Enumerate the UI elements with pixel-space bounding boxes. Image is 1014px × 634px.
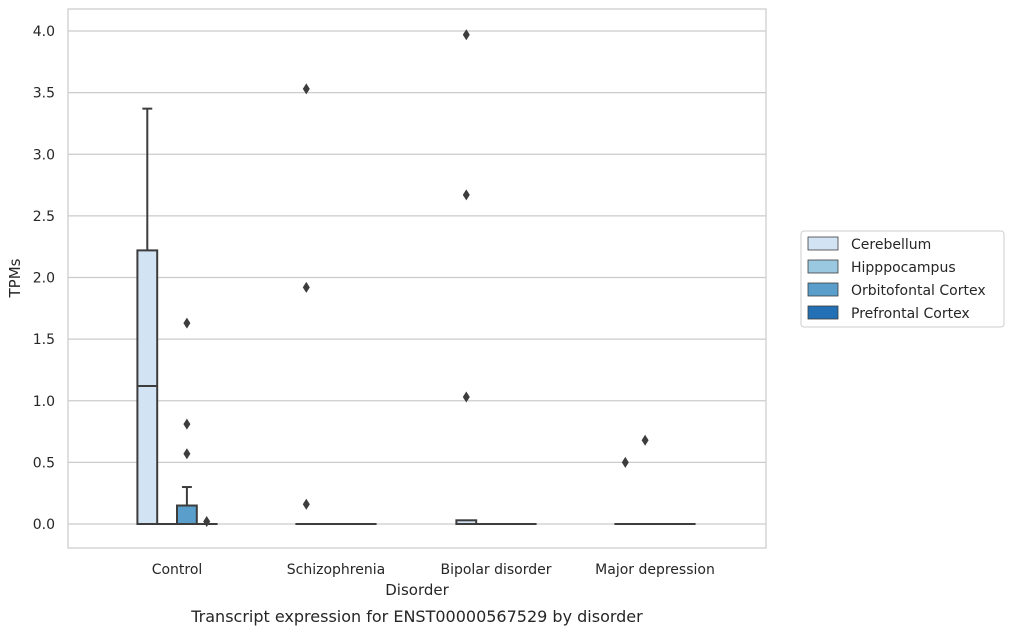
outlier-point xyxy=(183,448,191,460)
x-tick-label: Control xyxy=(152,562,203,578)
outlier-point xyxy=(203,516,211,528)
outlier-point xyxy=(302,281,310,293)
box-iqr xyxy=(136,249,159,525)
box-cerebellum xyxy=(614,456,637,526)
legend-swatch xyxy=(807,305,839,320)
y-tick-labels: 0.0 0.5 1.0 1.5 2.0 2.5 3.0 3.5 4.0 xyxy=(33,24,55,533)
x-axis-label: Disorder xyxy=(385,581,449,599)
legend-label: Hipppocampus xyxy=(851,260,956,276)
x-tick-labels: Control Schizophrenia Bipolar disorder Majo… xyxy=(152,562,715,578)
box-cerebellum xyxy=(295,83,318,526)
legend-swatch xyxy=(807,236,839,251)
y-tick-label: 2.5 xyxy=(33,209,55,225)
x-tick-label: Schizophrenia xyxy=(287,562,385,578)
boxes xyxy=(136,29,696,528)
y-tick-label: 3.5 xyxy=(33,86,55,102)
legend-swatch xyxy=(807,282,839,297)
y-tick-label: 2.0 xyxy=(33,271,55,287)
y-tick-label: 4.0 xyxy=(33,24,55,40)
legend: Cerebellum Hipppocampus Orbitofontal Corte… xyxy=(800,230,1005,328)
legend-label: Prefrontal Cortex xyxy=(851,306,970,322)
outlier-point xyxy=(462,29,470,41)
outlier-point xyxy=(462,391,470,403)
outlier-point xyxy=(621,456,629,468)
outlier-point xyxy=(183,418,191,430)
box-iqr xyxy=(176,504,198,526)
outlier-point xyxy=(302,83,310,95)
x-tick-label: Bipolar disorder xyxy=(440,562,551,578)
box-prefrontal-cortex xyxy=(195,516,218,528)
y-tick-label: 3.0 xyxy=(33,147,55,163)
y-tick-label: 0.5 xyxy=(33,455,55,471)
gridlines xyxy=(68,30,766,525)
outlier-point xyxy=(462,189,470,201)
chart-caption: Transcript expression for ENST0000056752… xyxy=(190,607,643,626)
box-orbitofontal-cortex xyxy=(176,317,198,526)
plot-area-frame xyxy=(67,8,767,549)
x-tick-label: Major depression xyxy=(595,562,715,578)
legend-label: Cerebellum xyxy=(851,237,931,253)
box-hipppocampus xyxy=(634,434,657,526)
legend-swatch xyxy=(807,259,839,274)
y-tick-label: 1.0 xyxy=(33,394,55,410)
box-cerebellum xyxy=(455,29,478,525)
y-axis-label: TPMs xyxy=(6,258,24,298)
outlier-point xyxy=(302,498,310,510)
legend-label: Orbitofontal Cortex xyxy=(851,283,986,299)
box-cerebellum xyxy=(136,107,159,525)
outlier-point xyxy=(641,434,649,446)
y-tick-label: 0.0 xyxy=(33,517,55,533)
outlier-point xyxy=(183,317,191,329)
y-tick-label: 1.5 xyxy=(33,332,55,348)
legend-frame xyxy=(800,230,1005,328)
